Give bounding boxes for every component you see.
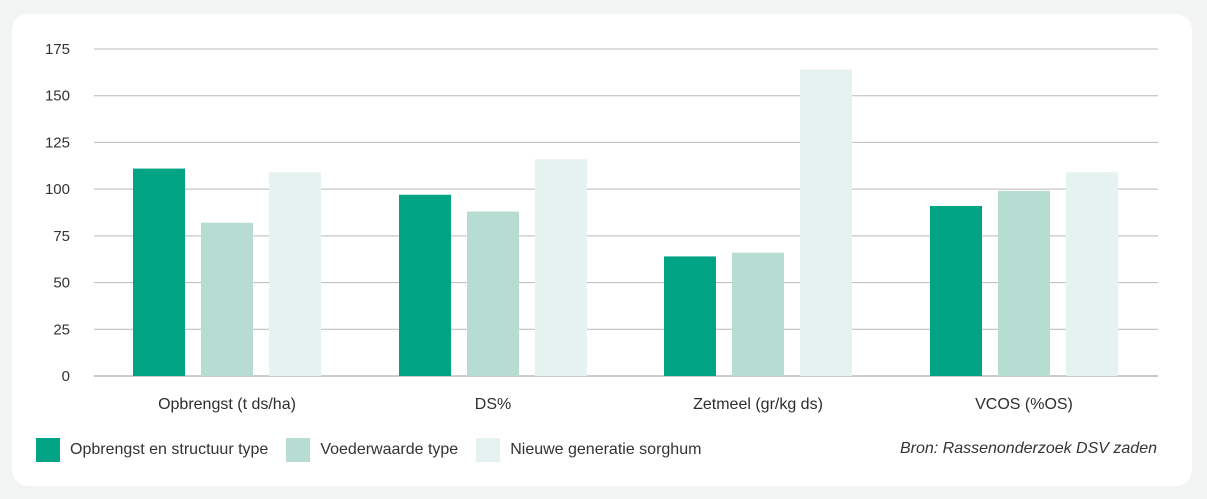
legend-swatch-1 (36, 438, 60, 462)
legend: Opbrengst en structuur type Voederwaarde… (36, 438, 719, 462)
bar (1066, 172, 1118, 376)
bar (800, 69, 852, 376)
legend-item-3: Nieuwe generatie sorghum (476, 438, 701, 462)
bar (201, 222, 253, 376)
source-note: Bron: Rassenonderzoek DSV zaden (899, 440, 1157, 457)
legend-item-1: Opbrengst en structuur type (36, 438, 268, 462)
bar (399, 194, 451, 376)
y-tick-label: 50 (53, 275, 70, 292)
legend-label-2: Voederwaarde type (320, 441, 459, 458)
x-category-label: VCOS (%OS) (975, 396, 1073, 413)
bar (467, 211, 519, 376)
y-tick-label: 25 (53, 321, 70, 338)
bar (998, 191, 1050, 376)
bar (732, 252, 784, 376)
legend-label-1: Opbrengst en structuur type (70, 441, 269, 458)
y-tick-label: 175 (45, 41, 70, 58)
y-tick-label: 0 (62, 368, 70, 385)
bar (930, 205, 982, 376)
y-tick-label: 150 (45, 88, 70, 105)
x-category-label: Zetmeel (gr/kg ds) (693, 396, 823, 413)
legend-item-2: Voederwaarde type (286, 438, 458, 462)
y-tick-label: 100 (45, 181, 70, 198)
x-category-label: DS% (475, 396, 511, 413)
legend-label-3: Nieuwe generatie sorghum (510, 441, 702, 458)
y-tick-label: 75 (53, 228, 70, 245)
y-tick-label: 125 (45, 134, 70, 151)
x-category-label: Opbrengst (t ds/ha) (158, 396, 296, 413)
bar (269, 172, 321, 376)
bar (664, 256, 716, 376)
bar (133, 168, 185, 376)
bar (535, 159, 587, 376)
legend-swatch-3 (476, 438, 501, 462)
legend-swatch-2 (286, 438, 311, 462)
